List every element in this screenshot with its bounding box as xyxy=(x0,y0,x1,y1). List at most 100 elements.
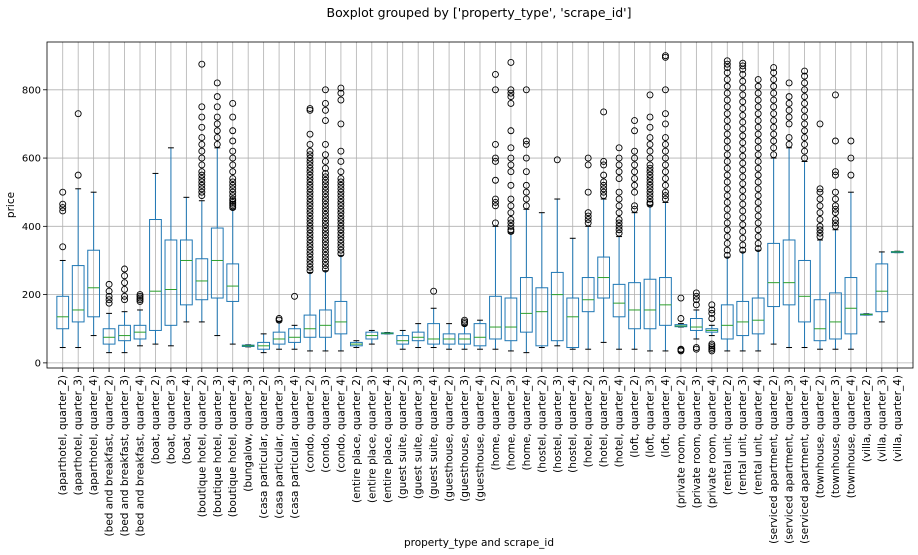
flier-point xyxy=(754,178,762,186)
flier-point xyxy=(646,192,654,200)
flier-point xyxy=(507,195,515,203)
x-tick-label: (entire place, quarter_2) xyxy=(351,375,363,503)
flier-point xyxy=(754,151,762,159)
flier-point xyxy=(662,188,669,196)
box xyxy=(411,331,425,342)
flier-point xyxy=(229,127,237,135)
box xyxy=(550,271,564,342)
flier-point xyxy=(816,216,824,223)
flier-point xyxy=(306,188,314,196)
flier-point xyxy=(584,209,592,217)
x-axis-label: property_type and scrape_id xyxy=(404,537,554,549)
flier-point xyxy=(739,84,747,92)
box xyxy=(782,239,796,306)
flier-point xyxy=(615,209,623,217)
flier-point xyxy=(754,89,762,97)
flier-point xyxy=(59,207,67,215)
flier-point xyxy=(801,113,808,121)
flier-point xyxy=(723,251,731,259)
chart-title: Boxplot grouped by ['property_type', 'sc… xyxy=(327,5,632,20)
flier-point xyxy=(631,205,638,213)
flier-point xyxy=(801,67,808,75)
flier-point xyxy=(662,192,669,200)
box-group xyxy=(179,196,193,323)
flier-point xyxy=(754,130,762,138)
box-group xyxy=(458,316,471,350)
flier-point xyxy=(723,171,731,179)
flier-point xyxy=(615,226,623,234)
flier-point xyxy=(507,168,515,176)
y-tick-label: 400 xyxy=(22,222,41,233)
box xyxy=(179,239,193,306)
flier-point xyxy=(306,219,314,227)
x-tick-label: (bed and breakfast, quarter_3) xyxy=(119,375,131,536)
flier-point xyxy=(306,106,314,114)
flier-point xyxy=(801,134,808,142)
flier-point xyxy=(646,200,654,208)
flier-point xyxy=(662,175,669,182)
box xyxy=(659,277,672,326)
flier-point xyxy=(739,234,747,242)
flier-point xyxy=(322,173,329,181)
flier-point xyxy=(337,175,345,182)
x-tick-label: (casa particular, quarter_4) xyxy=(289,375,301,519)
box xyxy=(767,242,781,308)
box-group xyxy=(257,333,271,354)
flier-point xyxy=(646,134,654,142)
flier-point xyxy=(754,117,762,124)
flier-point xyxy=(646,164,654,172)
flier-point xyxy=(121,279,128,287)
x-tick-label: (loft, quarter_3) xyxy=(645,375,657,458)
box xyxy=(581,277,595,313)
flier-point xyxy=(306,226,314,234)
x-tick-label: (private room, quarter_4) xyxy=(706,375,718,508)
flier-point xyxy=(816,229,824,237)
x-tick-label: (condo, quarter_3) xyxy=(320,375,332,473)
flier-point xyxy=(121,286,128,293)
x-tick-label: (guest suite, quarter_3) xyxy=(413,375,425,499)
flier-point xyxy=(337,216,345,223)
box xyxy=(288,328,301,343)
flier-point xyxy=(723,96,731,104)
flier-point xyxy=(59,243,67,251)
flier-point xyxy=(507,144,515,152)
flier-point xyxy=(832,168,839,176)
flier-point xyxy=(600,171,608,179)
flier-point xyxy=(739,207,747,215)
flier-point xyxy=(723,212,731,220)
flier-point xyxy=(692,292,700,300)
flier-point xyxy=(430,287,438,295)
flier-point xyxy=(770,82,778,90)
box xyxy=(844,277,858,335)
box xyxy=(519,277,533,333)
flier-point xyxy=(631,147,638,155)
flier-point xyxy=(213,120,221,128)
x-tick-label: (guesthouse, quarter_2) xyxy=(444,375,456,502)
flier-point xyxy=(754,123,762,131)
flier-point xyxy=(739,200,747,208)
flier-point xyxy=(74,171,82,179)
flier-point xyxy=(600,185,608,193)
flier-point xyxy=(692,296,700,304)
x-tick-label: (casa particular, quarter_2) xyxy=(258,375,270,519)
flier-point xyxy=(832,202,839,210)
x-tick-label: (entire place, quarter_4) xyxy=(382,375,394,503)
flier-point xyxy=(646,198,654,206)
flier-point xyxy=(306,202,314,210)
flier-point xyxy=(739,59,747,67)
flier-point xyxy=(306,154,314,162)
flier-point xyxy=(770,151,778,159)
x-tick-label: (aparthotel, quarter_2) xyxy=(57,375,69,495)
flier-point xyxy=(337,222,345,230)
flier-point xyxy=(306,161,314,169)
box-group xyxy=(844,137,858,350)
box xyxy=(226,263,240,302)
box-group xyxy=(334,84,348,352)
flier-point xyxy=(785,93,793,101)
box-group xyxy=(288,292,301,350)
box-group xyxy=(767,64,781,345)
flier-point xyxy=(306,239,314,247)
flier-point xyxy=(662,53,669,61)
box xyxy=(303,314,317,338)
flier-point xyxy=(723,205,731,213)
